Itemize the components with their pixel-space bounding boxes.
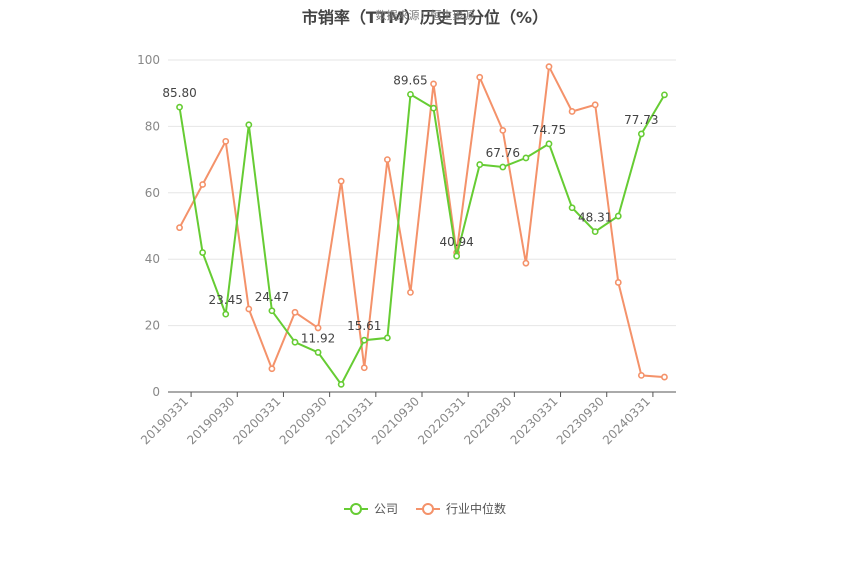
series-0-point	[268, 307, 276, 315]
series-line-0	[178, 92, 666, 387]
series-0-point	[337, 380, 345, 388]
x-tick-label: 20200331	[230, 394, 283, 447]
y-tick-label: 20	[145, 319, 160, 333]
series-1-point	[407, 288, 414, 296]
x-tick-label: 20220930	[461, 394, 514, 447]
series-0-point	[176, 103, 183, 111]
x-tick-label: 20190331	[138, 394, 191, 447]
series-1-point	[568, 108, 576, 115]
series-line-1	[178, 63, 665, 379]
series-0-point	[407, 90, 414, 98]
series-1-point	[430, 80, 437, 88]
data-label: 74.75	[532, 123, 566, 137]
data-label: 15.61	[347, 319, 381, 333]
series-1-point	[268, 365, 276, 373]
series-0-point	[291, 338, 299, 346]
data-label: 40.94	[439, 235, 473, 249]
y-tick-label: 80	[145, 119, 160, 133]
legend-industry-median-icon	[416, 502, 440, 515]
series-1-point	[176, 224, 183, 232]
series-1-point	[637, 371, 645, 379]
series-1-point	[614, 279, 622, 286]
x-tick-label: 20230930	[554, 394, 607, 447]
series-1-point	[383, 156, 391, 163]
series-0-point	[199, 249, 207, 256]
series-0-point	[245, 121, 253, 129]
y-tick-label: 40	[145, 252, 160, 266]
legend-industry-median-label: 行业中位数	[446, 502, 507, 516]
series-0-point	[499, 163, 507, 171]
chart-subtitle: 数据来源：恒生聚源	[375, 9, 475, 22]
series-1-point	[222, 137, 230, 145]
y-tick-label: 60	[145, 186, 160, 200]
legend-company-icon	[343, 502, 368, 515]
series-1-point	[337, 177, 345, 185]
series-1-point	[199, 181, 207, 188]
series-1-point	[545, 63, 553, 71]
data-label: 77.73	[624, 113, 658, 127]
data-label: 89.65	[393, 73, 427, 87]
y-tick-label: 100	[137, 53, 160, 67]
data-label: 11.92	[301, 331, 335, 345]
legend-item-industry-median[interactable]: 行业中位数	[416, 500, 506, 517]
series-1-point	[314, 324, 322, 332]
series-0-point	[661, 91, 668, 99]
legend: 公司 行业中位数	[0, 500, 850, 517]
series-1-point	[499, 126, 507, 134]
data-label: 67.76	[486, 146, 520, 160]
x-tick-label: 20240331	[600, 394, 653, 447]
chart-title: 市销率（TTM）历史百分位（%）	[301, 8, 549, 27]
series-0-point	[222, 310, 230, 318]
series-0-point	[430, 104, 437, 112]
series-1-point	[360, 364, 368, 372]
legend-item-company[interactable]: 公司	[343, 500, 398, 517]
series-0-point	[637, 130, 645, 138]
series-0-point	[453, 252, 461, 260]
series-0-point	[383, 334, 391, 342]
series-1-point	[522, 259, 530, 267]
x-tick-label: 20220331	[415, 394, 468, 447]
series-0-point	[614, 212, 622, 220]
series-1-point	[661, 373, 668, 381]
data-label: 23.45	[209, 293, 243, 307]
x-tick-label: 20230331	[508, 394, 561, 447]
series-0-point	[591, 228, 599, 236]
data-label: 85.80	[162, 86, 196, 100]
series-0-point	[476, 161, 484, 168]
series-0-point	[314, 349, 322, 356]
y-tick-label: 0	[152, 385, 160, 399]
series-0-point	[568, 204, 576, 212]
series-1-point	[245, 305, 253, 313]
series-0-point	[360, 336, 368, 344]
series-1-point	[591, 101, 599, 109]
data-label: 24.47	[255, 290, 289, 304]
series-0-point	[522, 154, 530, 162]
legend-company-label: 公司	[373, 502, 398, 516]
x-tick-label: 20210930	[369, 394, 422, 447]
series-1-point	[291, 308, 299, 316]
series-1-point	[476, 73, 484, 81]
x-tick-label: 20210331	[323, 394, 376, 447]
data-label: 48.31	[578, 211, 612, 225]
series-0-point	[545, 140, 553, 148]
x-tick-label: 20200930	[277, 394, 330, 447]
x-tick-label: 20190930	[184, 394, 237, 447]
